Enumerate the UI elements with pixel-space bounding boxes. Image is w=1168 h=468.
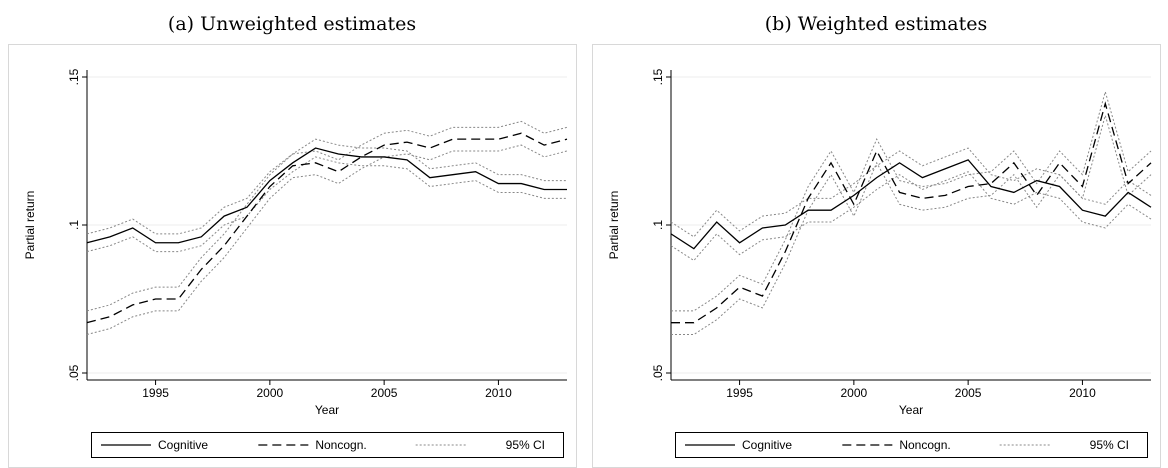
ci-upper — [86, 120, 568, 312]
panel-frame — [592, 44, 1161, 468]
legend-label: Cognitive — [742, 438, 792, 452]
legend-label: 95% CI — [1090, 438, 1129, 452]
x-tick-label: 2010 — [485, 386, 512, 400]
legend-box — [91, 432, 564, 458]
legend: Cognitive Noncogn. 95% CI — [675, 432, 1148, 458]
y-tick-label: .05 — [67, 364, 81, 381]
ci-upper — [671, 89, 1152, 312]
legend-label: Cognitive — [158, 438, 208, 452]
series-line — [86, 147, 567, 244]
ci-lower — [671, 113, 1152, 336]
panel-title: (b) Weighted estimates — [765, 13, 988, 35]
panel-frame — [8, 44, 577, 468]
series-line — [671, 101, 1152, 324]
legend: Cognitive Noncogn. 95% CI — [91, 432, 564, 458]
legend-label: 95% CI — [506, 438, 545, 452]
ci-lower — [86, 144, 568, 336]
series-line — [670, 159, 1152, 250]
y-tick-label: .05 — [651, 364, 665, 381]
legend-label: Noncogn. — [315, 438, 366, 452]
y-tick-label: .1 — [67, 220, 81, 230]
ci-lower — [670, 171, 1152, 262]
y-axis-label: Partial return — [23, 191, 37, 260]
y-tick-label: .15 — [651, 68, 665, 85]
x-axis-label: Year — [315, 403, 339, 417]
x-tick-label: 2005 — [371, 386, 398, 400]
x-tick-label: 1995 — [726, 386, 753, 400]
y-tick-label: .15 — [67, 68, 81, 85]
legend-box — [675, 432, 1148, 458]
panel-title: (a) Unweighted estimates — [168, 13, 416, 35]
series-line — [86, 132, 568, 324]
y-tick-label: .1 — [651, 220, 665, 230]
x-axis-label: Year — [899, 403, 923, 417]
x-tick-label: 2000 — [841, 386, 868, 400]
ci-upper — [86, 138, 567, 235]
y-axis-label: Partial return — [607, 191, 621, 260]
ci-lower — [86, 156, 567, 253]
x-tick-label: 2000 — [257, 386, 284, 400]
x-tick-label: 2010 — [1069, 386, 1096, 400]
x-tick-label: 1995 — [142, 386, 169, 400]
legend-label: Noncogn. — [899, 438, 950, 452]
x-tick-label: 2005 — [955, 386, 982, 400]
